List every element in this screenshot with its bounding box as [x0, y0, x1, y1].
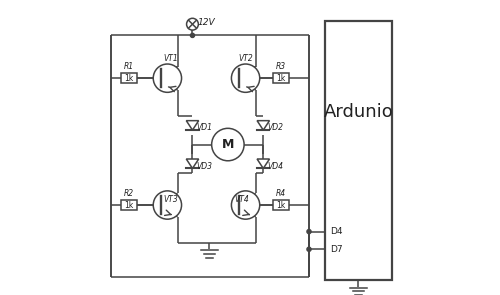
Text: VT4: VT4 — [234, 195, 249, 204]
Text: R4: R4 — [276, 189, 286, 198]
Text: R3: R3 — [276, 62, 286, 71]
Polygon shape — [257, 121, 270, 130]
Circle shape — [232, 64, 260, 92]
Text: 1k: 1k — [124, 74, 134, 83]
Circle shape — [212, 128, 244, 161]
Polygon shape — [186, 121, 198, 130]
Text: VT2: VT2 — [238, 53, 253, 63]
Polygon shape — [257, 159, 270, 168]
Circle shape — [232, 191, 260, 219]
Text: Ardunio: Ardunio — [324, 102, 394, 121]
Text: 1k: 1k — [276, 74, 285, 83]
Circle shape — [153, 64, 182, 92]
Text: R1: R1 — [124, 62, 134, 71]
Circle shape — [186, 18, 198, 30]
Text: VT3: VT3 — [163, 195, 178, 204]
Bar — [274, 200, 288, 210]
Text: 1k: 1k — [124, 201, 134, 209]
Text: VD3: VD3 — [197, 162, 213, 171]
Text: M: M — [222, 138, 234, 151]
Text: 12V: 12V — [198, 18, 216, 27]
Text: D4: D4 — [330, 227, 342, 236]
Circle shape — [307, 230, 311, 234]
Bar — [122, 73, 136, 83]
Circle shape — [307, 247, 311, 251]
Text: VT1: VT1 — [163, 53, 178, 63]
Text: R2: R2 — [124, 189, 134, 198]
Text: VD2: VD2 — [268, 123, 283, 132]
Bar — [325, 21, 392, 280]
Bar — [122, 200, 136, 210]
Polygon shape — [186, 159, 198, 168]
Text: D7: D7 — [330, 245, 342, 254]
Text: VD1: VD1 — [197, 123, 213, 132]
Circle shape — [190, 33, 194, 37]
Text: 1k: 1k — [276, 201, 285, 209]
Circle shape — [153, 191, 182, 219]
Text: VD4: VD4 — [268, 162, 283, 171]
Bar — [274, 73, 288, 83]
